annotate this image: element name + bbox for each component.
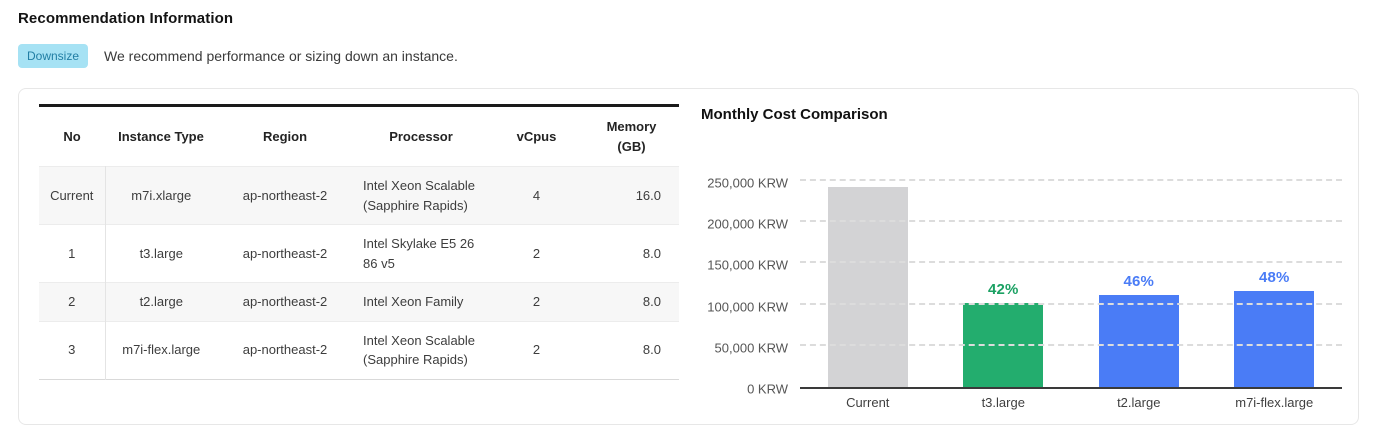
gridline (800, 302, 1342, 305)
cell-region: ap-northeast-2 (217, 166, 353, 225)
page-title: Recommendation Information (18, 10, 234, 27)
x-tick-label: t2.large (1117, 395, 1161, 410)
bar-value-label: 46% (1123, 272, 1155, 290)
chart-body: 0 KRW 50,000 KRW 100,000 KRW 150,000 KRW 200… (701, 176, 1342, 397)
monthly-cost-chart: Monthly Cost Comparison 0 KRW 50,000 KRW 1… (701, 106, 1342, 410)
table-row-3: 3 m7i-flex.large ap-northeast-2 Intel Xe… (39, 320, 679, 379)
bar-slot (800, 186, 936, 387)
col-header-processor: Processor (389, 128, 453, 144)
instance-table: No Instance Type Region Processor vCpus … (39, 104, 679, 380)
cell-vcpus: 4 (489, 166, 584, 225)
bar-t2.large (1098, 294, 1179, 387)
chart-x-axis: Current t3.large t2.large m7i-flex.large (800, 395, 1342, 410)
gridline (800, 343, 1342, 346)
table-header-row: No Instance Type Region Processor vCpus … (39, 106, 679, 167)
y-tick-label: 200,000 KRW (707, 216, 788, 232)
bar-value-label: 48% (1258, 269, 1290, 287)
col-header-region: Region (262, 128, 308, 144)
cell-memory: 8.0 (584, 320, 679, 379)
col-header-memory: Memory (GB) (606, 119, 657, 154)
cell-instance-type: t3.large (105, 224, 217, 283)
cell-region: ap-northeast-2 (217, 320, 353, 379)
cell-vcpus: 2 (489, 320, 584, 379)
cell-instance-type: m7i-flex.large (105, 320, 217, 379)
gridline (800, 220, 1342, 223)
recommendation-panel: No Instance Type Region Processor vCpus … (18, 88, 1359, 425)
y-tick-label: 100,000 KRW (707, 299, 788, 315)
cell-processor: Intel Skylake E5 2686 v5 (353, 224, 489, 283)
cell-memory: 16.0 (584, 166, 679, 225)
cell-no: 1 (39, 224, 106, 283)
recommendation-summary: Downsize We recommend performance or siz… (18, 44, 458, 68)
chart-bars: 42% 46% 48% (800, 183, 1342, 387)
gridline (800, 261, 1342, 264)
y-tick-label: 250,000 KRW (707, 175, 788, 191)
recommendation-message: We recommend performance or sizing down … (104, 48, 458, 64)
cell-vcpus: 2 (489, 282, 584, 321)
chart-y-axis: 0 KRW 50,000 KRW 100,000 KRW 150,000 KRW 200… (701, 176, 800, 397)
cell-instance-type: m7i.xlarge (105, 166, 217, 225)
downsize-badge: Downsize (18, 44, 89, 68)
bar-slot: 48% (1207, 269, 1343, 387)
bar-Current (827, 186, 908, 387)
x-tick-label: t3.large (981, 395, 1025, 410)
cell-no: 2 (39, 282, 106, 321)
chart-title: Monthly Cost Comparison (701, 106, 888, 123)
cell-region: ap-northeast-2 (217, 224, 353, 283)
y-tick-label: 50,000 KRW (714, 340, 788, 356)
cell-processor: Intel Xeon Family (353, 282, 489, 321)
table-row-2: 2 t2.large ap-northeast-2 Intel Xeon Fam… (39, 282, 679, 321)
col-header-vcpus: vCpus (516, 128, 557, 144)
table-row-1: 1 t3.large ap-northeast-2 Intel Skylake … (39, 224, 679, 283)
y-tick-label: 150,000 KRW (707, 257, 788, 273)
cell-processor: Intel Xeon Scalable (Sapphire Rapids) (353, 166, 489, 225)
bar-value-label: 42% (987, 280, 1019, 298)
y-tick-label: 0 KRW (747, 381, 788, 397)
col-header-instance-type: Instance Type (118, 128, 204, 144)
col-header-no: No (63, 128, 81, 144)
cell-vcpus: 2 (489, 224, 584, 283)
bar-slot: 42% (936, 281, 1072, 387)
cell-instance-type: t2.large (105, 282, 217, 321)
table-row-current: Current m7i.xlarge ap-northeast-2 Intel … (39, 166, 679, 225)
cell-no: Current (39, 166, 106, 225)
chart-plot: 42% 46% 48% (800, 179, 1342, 389)
cell-no: 3 (39, 320, 106, 379)
cell-memory: 8.0 (584, 282, 679, 321)
cell-processor: Intel Xeon Scalable (Sapphire Rapids) (353, 320, 489, 379)
bar-m7i-flex.large (1234, 291, 1315, 387)
cell-region: ap-northeast-2 (217, 282, 353, 321)
gridline (800, 179, 1342, 181)
cell-memory: 8.0 (584, 224, 679, 283)
x-tick-label: Current (846, 395, 890, 410)
x-tick-label: m7i-flex.large (1235, 395, 1314, 410)
bar-slot: 46% (1071, 273, 1207, 387)
